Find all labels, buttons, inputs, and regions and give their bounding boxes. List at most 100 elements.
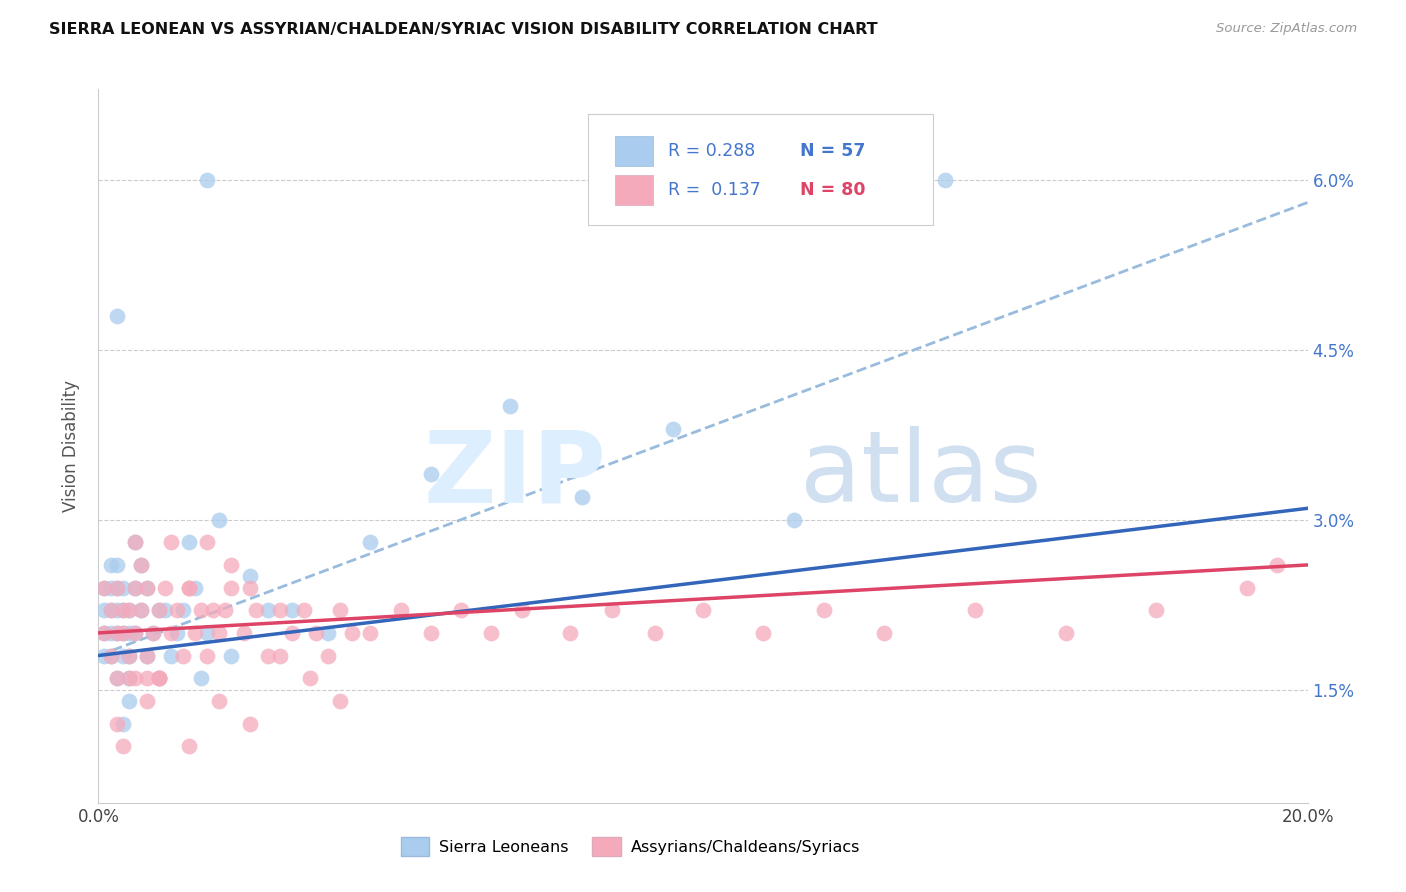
Point [195, 535, 218, 549]
Point [93, 626, 115, 640]
Point [166, 603, 188, 617]
Point [1144, 603, 1167, 617]
Point [221, 558, 243, 572]
Point [1267, 558, 1289, 572]
Point [965, 603, 987, 617]
Point [148, 671, 170, 685]
Point [316, 648, 339, 663]
Point [316, 626, 339, 640]
Point [93, 581, 115, 595]
Point [1054, 626, 1077, 640]
Point [190, 603, 212, 617]
Point [269, 603, 291, 617]
Point [329, 603, 352, 617]
Point [100, 648, 122, 663]
Point [153, 581, 176, 595]
Point [179, 739, 201, 754]
Point [221, 648, 243, 663]
Point [111, 716, 134, 731]
Point [281, 626, 304, 640]
Point [105, 626, 128, 640]
Point [281, 603, 304, 617]
Point [135, 581, 157, 595]
Point [752, 626, 775, 640]
Point [148, 671, 170, 685]
Point [135, 581, 157, 595]
Point [124, 626, 146, 640]
Point [93, 648, 115, 663]
Point [105, 581, 128, 595]
Point [129, 558, 152, 572]
Point [124, 671, 146, 685]
Point [644, 626, 666, 640]
Point [105, 626, 128, 640]
Point [118, 694, 141, 708]
Point [1236, 581, 1258, 595]
Point [239, 581, 262, 595]
Point [124, 581, 146, 595]
Point [135, 671, 157, 685]
Point [172, 648, 194, 663]
Point [208, 626, 231, 640]
Point [571, 490, 593, 504]
Point [118, 648, 141, 663]
Point [239, 569, 262, 583]
Point [179, 535, 201, 549]
Point [105, 716, 128, 731]
Point [179, 581, 201, 595]
Point [148, 671, 170, 685]
Point [179, 581, 201, 595]
Point [100, 603, 122, 617]
Point [481, 626, 503, 640]
Point [124, 535, 146, 549]
Point [172, 603, 194, 617]
Point [420, 467, 443, 482]
Point [118, 671, 141, 685]
Text: N = 57: N = 57 [800, 143, 865, 161]
FancyBboxPatch shape [588, 114, 932, 225]
Point [160, 626, 183, 640]
Point [420, 626, 443, 640]
Point [153, 603, 176, 617]
Point [100, 558, 122, 572]
Text: R = 0.288: R = 0.288 [668, 143, 755, 161]
Point [269, 648, 291, 663]
Text: R =  0.137: R = 0.137 [668, 181, 761, 199]
Point [450, 603, 472, 617]
Point [105, 581, 128, 595]
Point [160, 648, 183, 663]
Point [111, 739, 134, 754]
FancyBboxPatch shape [614, 175, 654, 205]
Point [100, 626, 122, 640]
Text: atlas: atlas [800, 426, 1042, 523]
Y-axis label: Vision Disability: Vision Disability [62, 380, 80, 512]
Point [129, 558, 152, 572]
Point [208, 694, 231, 708]
Point [105, 309, 128, 323]
Point [124, 535, 146, 549]
Point [245, 603, 267, 617]
Point [93, 626, 115, 640]
Text: ZIP: ZIP [423, 426, 606, 523]
Point [692, 603, 714, 617]
Point [934, 173, 956, 187]
Point [111, 581, 134, 595]
Point [118, 603, 141, 617]
Point [111, 603, 134, 617]
Point [813, 603, 835, 617]
Point [105, 671, 128, 685]
Point [208, 513, 231, 527]
Point [360, 626, 382, 640]
Point [195, 173, 218, 187]
Point [111, 603, 134, 617]
Point [124, 626, 146, 640]
Point [195, 648, 218, 663]
Point [148, 671, 170, 685]
Point [239, 716, 262, 731]
Point [118, 671, 141, 685]
Point [166, 626, 188, 640]
Point [256, 603, 278, 617]
Point [135, 694, 157, 708]
Point [129, 603, 152, 617]
Point [558, 626, 581, 640]
